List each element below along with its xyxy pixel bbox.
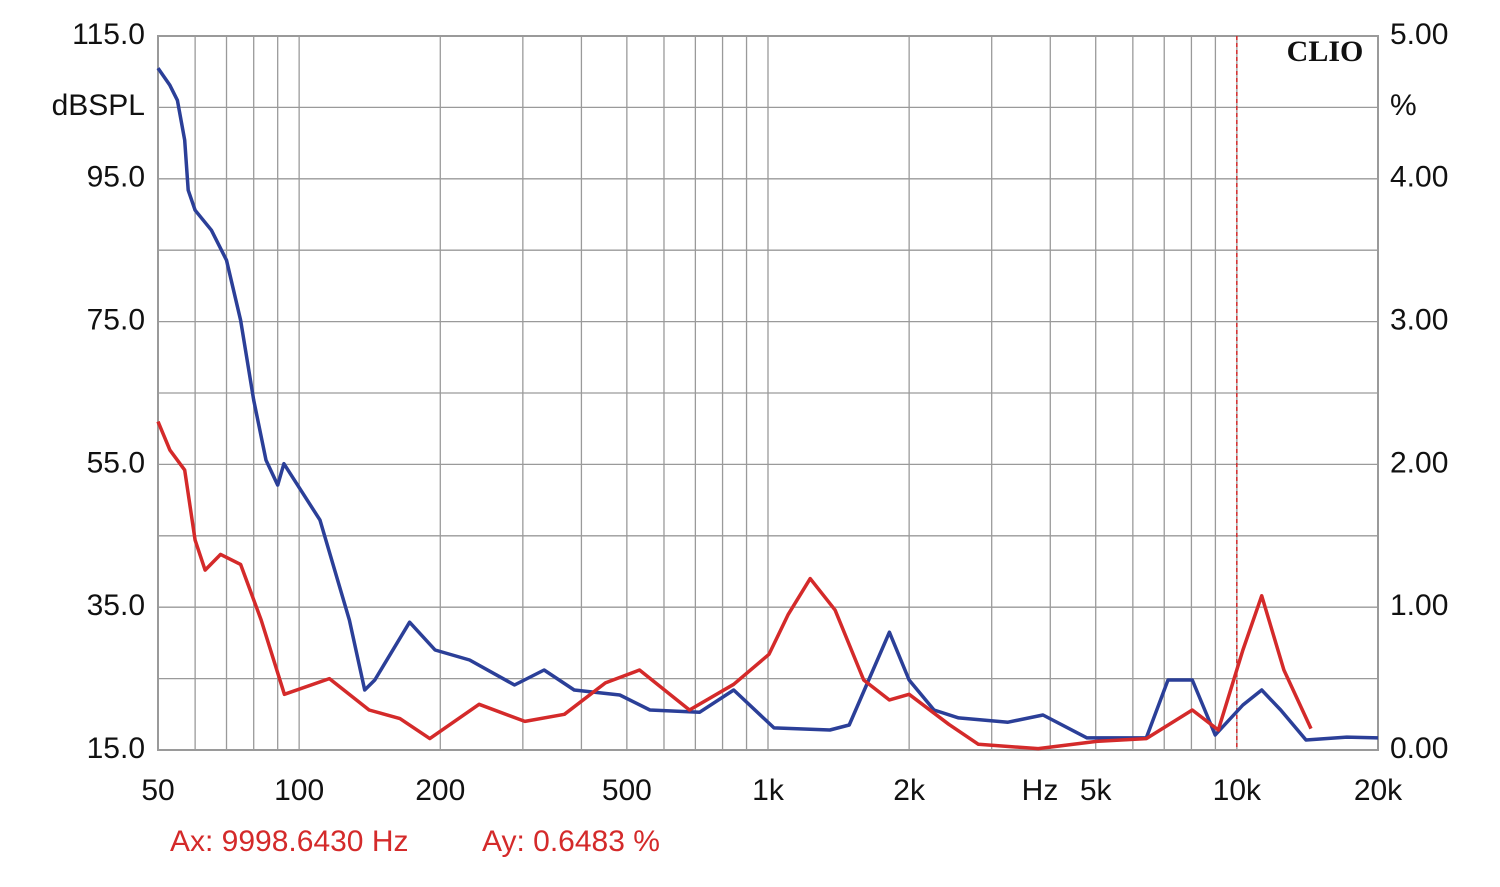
y-tick-label: 115.0 bbox=[72, 18, 145, 51]
y-tick-label: 95.0 bbox=[87, 161, 145, 194]
y2-tick-label: 4.00 bbox=[1390, 161, 1448, 194]
x-tick-label: 20k bbox=[1354, 774, 1403, 807]
x-tick-label: 1k bbox=[752, 774, 785, 807]
y-tick-label: 55.0 bbox=[87, 446, 145, 479]
y-tick-label: 75.0 bbox=[87, 304, 145, 337]
y2-tick-label: 1.00 bbox=[1390, 589, 1448, 622]
y2-tick-label: 5.00 bbox=[1390, 18, 1448, 51]
y2-tick-label: 2.00 bbox=[1390, 446, 1448, 479]
series-line bbox=[156, 67, 1379, 742]
y2-tick-label: 0.00 bbox=[1390, 732, 1448, 765]
x-tick-label: 500 bbox=[602, 774, 652, 807]
y2-axis-label: % bbox=[1390, 89, 1417, 122]
x-tick-label: 50 bbox=[141, 774, 174, 807]
y2-tick-label: 3.00 bbox=[1390, 304, 1448, 337]
plot-frame bbox=[157, 35, 1379, 751]
y-tick-label: 35.0 bbox=[87, 589, 145, 622]
cursor-x-text: Ax: 9998.6430 Hz bbox=[170, 825, 409, 858]
x-tick-label: 2k bbox=[893, 774, 926, 807]
series-line bbox=[156, 420, 1313, 751]
y-axis-label: dBSPL bbox=[52, 89, 145, 122]
x-tick-label: 200 bbox=[415, 774, 465, 807]
logo: CLIO bbox=[1287, 35, 1364, 68]
x-tick-label: 100 bbox=[274, 774, 324, 807]
x-tick-label: 10k bbox=[1213, 774, 1262, 807]
cursor-y-text: Ay: 0.6483 % bbox=[482, 825, 660, 858]
x-axis-label: Hz bbox=[1022, 774, 1059, 807]
y-tick-label: 15.0 bbox=[87, 732, 145, 765]
x-tick-label: 5k bbox=[1080, 774, 1113, 807]
